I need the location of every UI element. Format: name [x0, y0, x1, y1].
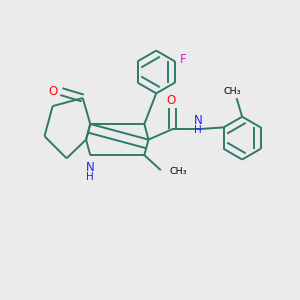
Text: O: O: [49, 85, 58, 98]
Text: N: N: [86, 161, 95, 174]
Text: H: H: [86, 172, 94, 182]
Text: CH₃: CH₃: [170, 167, 187, 176]
Text: F: F: [180, 53, 186, 66]
Text: O: O: [166, 94, 176, 107]
Text: CH₃: CH₃: [224, 87, 241, 96]
Text: N: N: [194, 114, 203, 128]
Text: H: H: [194, 125, 202, 135]
